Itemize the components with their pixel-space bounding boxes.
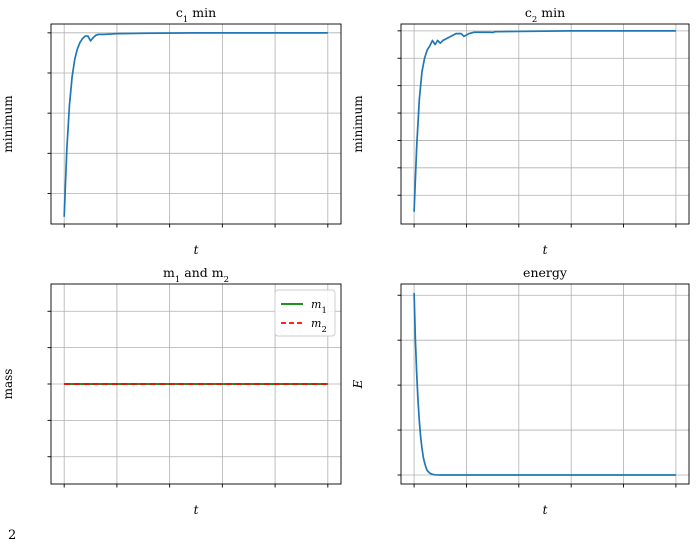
x-axis-label: t	[194, 503, 199, 517]
series-line	[63, 31, 328, 217]
chart-energy: energy t E	[351, 265, 690, 517]
chart-c2-min: c2​ min t minimum	[351, 5, 690, 257]
plot-frame	[50, 23, 342, 225]
x-axis-label: t	[194, 243, 199, 257]
chart-title: c1​ min	[176, 5, 216, 25]
legend-box	[274, 289, 336, 337]
series-line	[413, 30, 676, 212]
plot-frame	[400, 23, 690, 225]
plot-frame	[400, 283, 690, 485]
chart-title: c2​ min	[525, 5, 565, 25]
series-line	[413, 292, 676, 476]
chart-c1-min: c1​ min t minimum	[1, 5, 342, 257]
x-axis-label: t	[543, 503, 548, 517]
x-axis-label: t	[543, 243, 548, 257]
page-footer: 2	[8, 528, 17, 543]
y-axis-label: mass	[1, 369, 15, 400]
y-axis-label: E	[351, 379, 365, 389]
y-axis-label: minimum	[351, 95, 365, 153]
chart-title: m1​ and m2​	[163, 265, 229, 285]
chart-masses: m1​ and m2​ t mass m1​m2​	[1, 265, 342, 517]
chart-title: energy	[523, 265, 568, 280]
y-axis-label: minimum	[1, 95, 15, 153]
legend: m1​m2​	[274, 289, 336, 337]
